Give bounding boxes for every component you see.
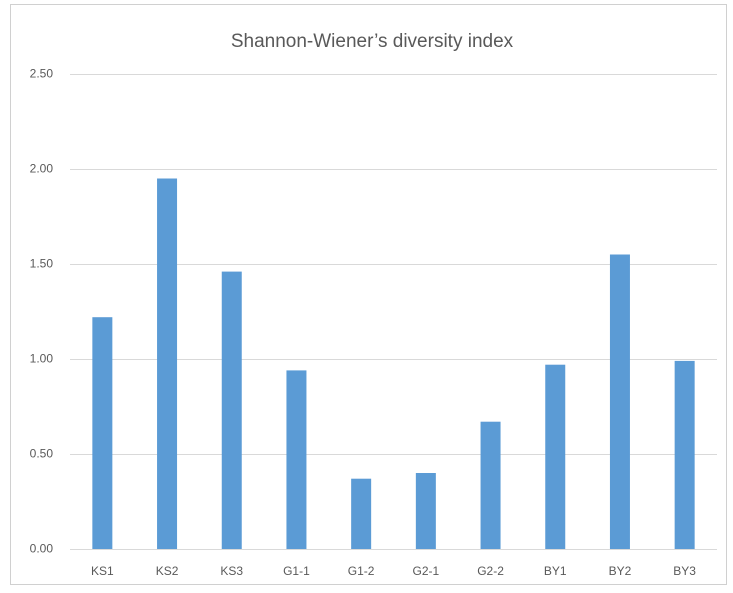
x-tick-label: BY1 (544, 564, 567, 578)
x-tick-label: G2-1 (413, 564, 440, 578)
y-tick-label: 1.50 (30, 257, 54, 271)
bar (351, 478, 372, 549)
y-tick-label: 2.00 (30, 162, 54, 176)
bar (221, 271, 242, 549)
x-tick-label: G1-1 (283, 564, 310, 578)
x-tick-label: G1-2 (348, 564, 375, 578)
y-tick-label: 2.50 (30, 67, 54, 81)
bar (480, 421, 501, 549)
chart-title: Shannon-Wiener’s diversity index (231, 31, 514, 52)
x-tick-label: G2-2 (477, 564, 504, 578)
x-tick-label: BY3 (673, 564, 696, 578)
bar (92, 317, 113, 549)
bar (609, 254, 630, 549)
bar (157, 178, 178, 549)
bar (545, 364, 566, 549)
x-tick-label: KS2 (156, 564, 179, 578)
bar (415, 473, 436, 549)
y-tick-label: 0.50 (30, 447, 54, 461)
x-tick-label: KS1 (91, 564, 114, 578)
x-tick-label: BY2 (609, 564, 632, 578)
y-tick-label: 1.00 (30, 352, 54, 366)
y-tick-label: 0.00 (30, 542, 54, 556)
x-tick-label: KS3 (220, 564, 243, 578)
bar (286, 370, 307, 549)
bar (674, 360, 695, 549)
